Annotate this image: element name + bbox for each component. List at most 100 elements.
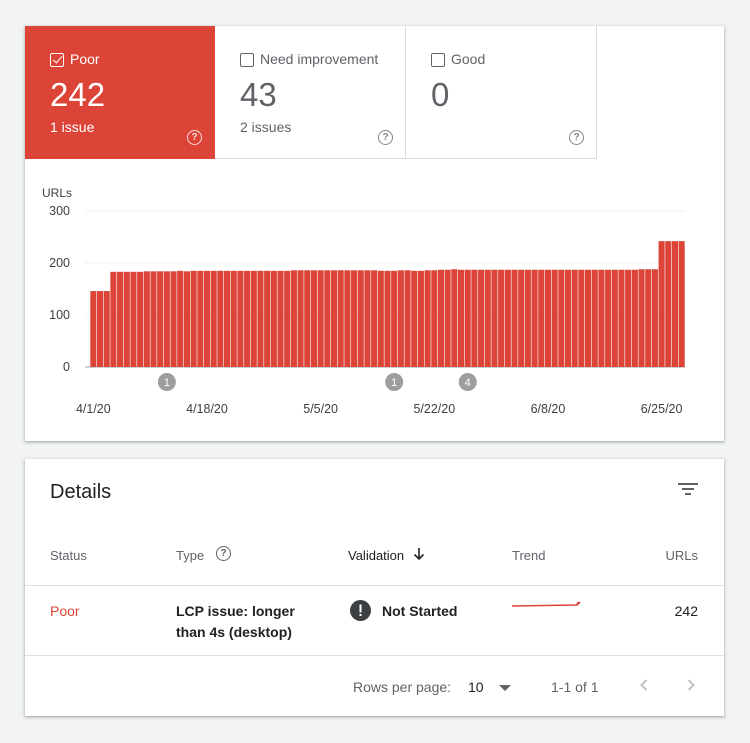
chart-bar[interactable] <box>103 291 110 367</box>
chevron-right-icon[interactable] <box>685 678 697 692</box>
chart-bar[interactable] <box>404 270 411 367</box>
chart-bar[interactable] <box>625 269 632 367</box>
chart-bar[interactable] <box>183 271 190 367</box>
checkbox-icon[interactable] <box>431 53 445 67</box>
chart-bar[interactable] <box>605 269 612 367</box>
chart-bar[interactable] <box>190 270 197 367</box>
chart-bar[interactable] <box>357 270 364 367</box>
chart-bar[interactable] <box>304 270 311 367</box>
annotation-marker[interactable]: 1 <box>157 373 176 391</box>
chart-bar[interactable] <box>344 270 351 367</box>
chart-bar[interactable] <box>337 270 344 367</box>
help-icon[interactable]: ? <box>216 546 231 561</box>
chart-bar[interactable] <box>564 269 572 367</box>
chart-bar[interactable] <box>123 271 130 367</box>
column-urls[interactable]: URLs <box>665 548 698 563</box>
chart-bar[interactable] <box>417 270 424 367</box>
chart-bar[interactable] <box>324 270 331 367</box>
chart-bar[interactable] <box>524 269 531 367</box>
chart-bar[interactable] <box>351 270 358 367</box>
chart-bar[interactable] <box>110 271 117 367</box>
chart-bar[interactable] <box>491 269 498 367</box>
chart-bar[interactable] <box>237 270 244 367</box>
chart-bar[interactable] <box>197 270 204 367</box>
chart-bar[interactable] <box>143 271 150 367</box>
chart-bar[interactable] <box>257 270 264 367</box>
chart-bar[interactable] <box>671 241 679 367</box>
chart-bar[interactable] <box>117 271 124 367</box>
chart-bar[interactable] <box>538 269 545 367</box>
chart-bar[interactable] <box>638 269 645 367</box>
chart-bar[interactable] <box>665 241 672 367</box>
column-validation[interactable]: Validation <box>348 548 405 563</box>
chart-bar[interactable] <box>177 270 184 367</box>
chart-bar[interactable] <box>364 270 371 367</box>
chart-bar[interactable] <box>424 270 431 367</box>
chart-bar[interactable] <box>137 271 144 367</box>
chart-bar[interactable] <box>411 270 418 367</box>
chart-bar[interactable] <box>591 269 598 367</box>
chart-bar[interactable] <box>511 269 518 367</box>
chart-bar[interactable] <box>518 269 525 367</box>
chart-bar[interactable] <box>310 270 318 367</box>
chart-bar[interactable] <box>297 270 304 367</box>
chart-bar[interactable] <box>391 270 398 367</box>
chart-bar[interactable] <box>90 291 97 367</box>
chart-bar[interactable] <box>290 270 297 367</box>
chart-bar[interactable] <box>264 270 271 367</box>
annotation-circle[interactable] <box>385 373 404 391</box>
annotation-circle[interactable] <box>157 373 176 391</box>
arrow-down-icon[interactable] <box>413 547 425 561</box>
annotation-marker[interactable]: 4 <box>458 373 477 391</box>
tab-need-improvement[interactable]: Need improvement 43 2 issues ? <box>215 26 406 159</box>
filter-icon[interactable] <box>678 481 698 497</box>
chart-bar[interactable] <box>157 271 164 367</box>
chart-bar[interactable] <box>558 269 565 367</box>
chart-bar[interactable] <box>531 269 538 367</box>
chart-bar[interactable] <box>431 270 438 367</box>
chart-bar[interactable] <box>371 270 378 367</box>
chart-bar[interactable] <box>611 269 618 367</box>
chart-bar[interactable] <box>377 270 384 367</box>
chart-bar[interactable] <box>270 270 277 367</box>
help-icon[interactable]: ? <box>569 130 584 145</box>
help-icon[interactable]: ? <box>187 130 202 145</box>
chart-bar[interactable] <box>96 291 104 367</box>
checkbox-icon[interactable] <box>240 53 254 67</box>
chart-bar[interactable] <box>150 271 157 367</box>
chart-bar[interactable] <box>210 270 217 367</box>
chart-bar[interactable] <box>230 270 237 367</box>
chart-bar[interactable] <box>437 269 445 367</box>
chart-bar[interactable] <box>203 270 211 367</box>
chart-bar[interactable] <box>464 269 471 367</box>
tab-good[interactable]: Good 0 ? <box>406 26 597 159</box>
chart-bar[interactable] <box>250 270 257 367</box>
chart-bar[interactable] <box>444 269 451 367</box>
chart-bar[interactable] <box>631 269 638 367</box>
chart-bar[interactable] <box>457 269 465 367</box>
chart-bar[interactable] <box>217 270 224 367</box>
chart-bar[interactable] <box>397 270 404 367</box>
help-icon[interactable]: ? <box>378 130 393 145</box>
chart-bar[interactable] <box>317 270 324 367</box>
chart-bar[interactable] <box>163 271 170 367</box>
chart-bar[interactable] <box>484 269 491 367</box>
chart-bar[interactable] <box>678 241 685 367</box>
annotation-circle[interactable] <box>458 373 477 391</box>
chart-bar[interactable] <box>277 270 284 367</box>
chart-bar[interactable] <box>645 269 652 367</box>
chart-bar[interactable] <box>571 269 578 367</box>
chart-bar[interactable] <box>498 269 505 367</box>
chart-bar[interactable] <box>578 269 585 367</box>
chart-bar[interactable] <box>585 269 592 367</box>
chart-bar[interactable] <box>551 269 558 367</box>
chart-bar[interactable] <box>130 271 137 367</box>
dropdown-arrow-icon[interactable] <box>499 685 511 691</box>
chart-bar[interactable] <box>504 269 511 367</box>
chart-bar[interactable] <box>451 269 458 367</box>
chart-bar[interactable] <box>478 269 485 367</box>
annotation-marker[interactable]: 1 <box>385 373 404 391</box>
chart-bar[interactable] <box>544 269 551 367</box>
chart-bar[interactable] <box>658 241 665 367</box>
checkbox-checked-icon[interactable] <box>50 53 64 67</box>
